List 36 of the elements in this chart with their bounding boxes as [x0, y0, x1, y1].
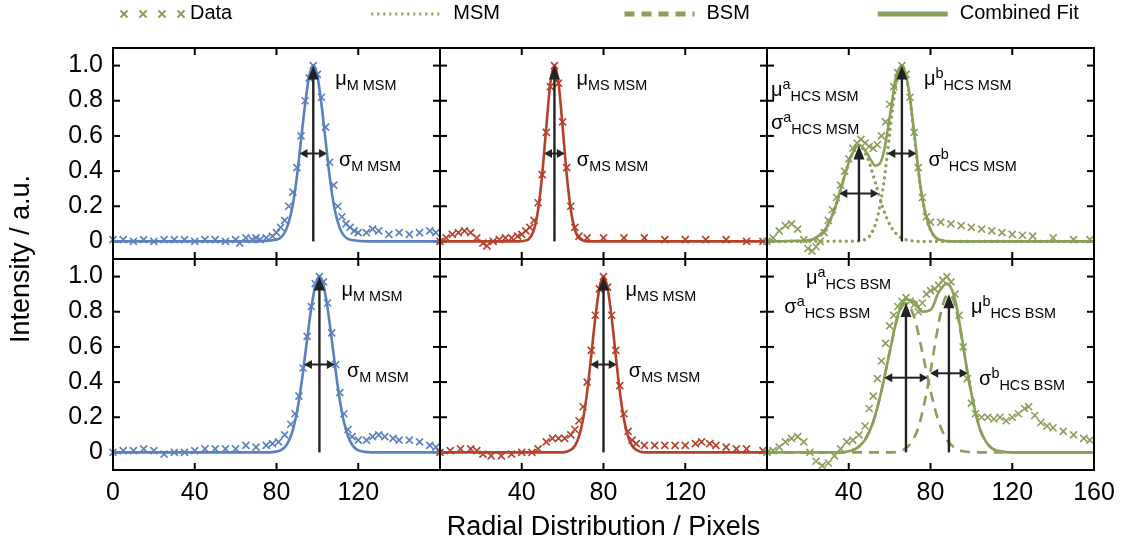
legend-label: Data [190, 1, 234, 24]
annotation: σ$_{M MSM}$ [346, 358, 409, 385]
annotation: μ$_{M MSM}$ [341, 277, 403, 304]
x-tick-label: 80 [916, 477, 945, 505]
x-axis-title: Radial Distribution / Pixels [446, 511, 761, 542]
legend-label: BSM [706, 1, 750, 24]
y-tick-label: 0.4 [68, 154, 104, 183]
y-axis-title: Intensity / a.u. [5, 174, 36, 344]
annotation: σ$_{M MSM}$ [338, 147, 401, 174]
y-tick-label: 0.8 [68, 295, 103, 324]
x-tick-label: 40 [180, 477, 209, 505]
y-tick-label: 0.6 [68, 330, 103, 359]
annotation: μ$_{MS MSM}$ [576, 66, 648, 93]
y-tick-label: 0.2 [68, 400, 103, 429]
x-tick-label: 40 [834, 477, 863, 505]
annotation: μ$_{M MSM}$ [335, 66, 397, 93]
x-tick-label: 120 [991, 477, 1034, 505]
legend-label: MSM [453, 1, 500, 24]
y-tick-label: 0 [89, 225, 103, 254]
annotation: σ$_{MS MSM}$ [628, 358, 701, 385]
x-tick-label: 80 [262, 477, 291, 505]
legend-label: Combined Fit [959, 1, 1080, 24]
y-tick-label: 1.0 [68, 260, 103, 289]
x-tick-label: 160 [1073, 477, 1115, 505]
x-tick-label: 120 [664, 477, 707, 505]
y-tick-label: 0.8 [68, 84, 103, 113]
x-tick-label: 80 [589, 477, 618, 505]
y-tick-label: 0.6 [68, 119, 103, 148]
y-tick-label: 0 [89, 436, 103, 465]
annotation: σ$_{MS MSM}$ [576, 147, 649, 174]
y-tick-label: 1.0 [68, 49, 103, 78]
y-tick-label: 0.4 [68, 365, 104, 394]
y-tick-label: 0.2 [68, 189, 103, 218]
x-tick-label: 120 [337, 477, 380, 505]
x-tick-label: 40 [507, 477, 536, 505]
annotation: μ$_{MS MSM}$ [625, 277, 697, 304]
